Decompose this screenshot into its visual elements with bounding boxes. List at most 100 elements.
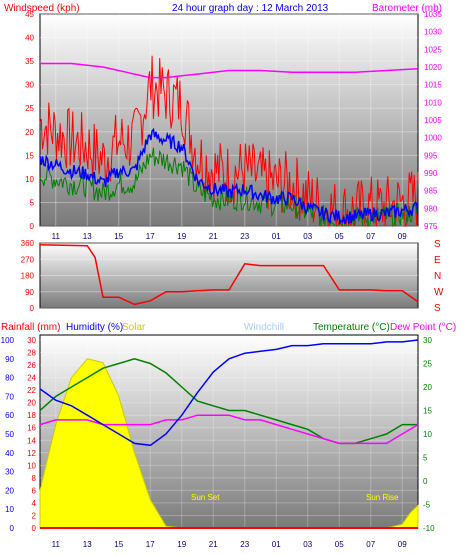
temp-tick-label: 25 bbox=[423, 360, 432, 369]
wind-tick-label: 40 bbox=[25, 34, 34, 43]
time-tick-label: 01 bbox=[272, 540, 281, 549]
humidity-tick-label: 100 bbox=[1, 336, 15, 345]
wind-tick-label: 30 bbox=[25, 81, 34, 90]
temperature-axis-title: Temperature (°C) bbox=[313, 322, 390, 333]
windchill-axis-title: Windchill bbox=[244, 322, 284, 333]
time-tick-label: 21 bbox=[209, 232, 218, 241]
solar-area bbox=[39, 358, 419, 529]
rainfall-axis-title: Rainfall (mm) bbox=[1, 322, 60, 333]
time-tick-label: 07 bbox=[366, 232, 375, 241]
compass-label: N bbox=[434, 271, 441, 282]
time-tick-label: 23 bbox=[240, 232, 249, 241]
solar-axis-title: Solar bbox=[122, 322, 146, 333]
wind-tick-label: 0 bbox=[30, 222, 35, 231]
humidity-tick-label: 20 bbox=[5, 486, 14, 495]
time-tick-label: 09 bbox=[398, 540, 407, 549]
direction-tick-label: 0 bbox=[30, 304, 35, 313]
wind-tick-label: 15 bbox=[25, 151, 34, 160]
rain-tick-label: 2 bbox=[32, 511, 37, 520]
time-tick-label: 07 bbox=[366, 540, 375, 549]
wind-panel-ticks: 0510152025303540459759809859909951000100… bbox=[25, 10, 442, 241]
temp-tick-label: 15 bbox=[423, 407, 432, 416]
baro-tick-label: 1005 bbox=[424, 116, 442, 125]
rain-tick-label: 12 bbox=[27, 449, 36, 458]
wind-min-line bbox=[39, 147, 419, 227]
time-tick-label: 17 bbox=[146, 232, 155, 241]
rain-tick-label: 20 bbox=[27, 399, 36, 408]
time-tick-label: 19 bbox=[177, 232, 186, 241]
rain-tick-label: 18 bbox=[27, 411, 36, 420]
baro-tick-label: 1020 bbox=[424, 63, 442, 72]
climate-panel-marks bbox=[39, 339, 419, 529]
time-tick-label: 13 bbox=[83, 232, 92, 241]
humidity-tick-label: 40 bbox=[5, 449, 14, 458]
rain-tick-label: 28 bbox=[27, 349, 36, 358]
rain-tick-label: 8 bbox=[32, 474, 37, 483]
rain-tick-label: 26 bbox=[27, 361, 36, 370]
baro-tick-label: 1025 bbox=[424, 45, 442, 54]
barometer-axis-title: Barometer (mb) bbox=[372, 3, 442, 14]
humidity-tick-label: 80 bbox=[5, 374, 14, 383]
time-tick-label: 01 bbox=[272, 232, 281, 241]
barometer-line bbox=[40, 62, 419, 79]
time-tick-label: 03 bbox=[303, 540, 312, 549]
temp-tick-label: 0 bbox=[423, 477, 428, 486]
humidity-tick-label: 50 bbox=[5, 430, 14, 439]
wind-tick-label: 25 bbox=[25, 104, 34, 113]
humidity-tick-label: 30 bbox=[5, 468, 14, 477]
direction-tick-label: 180 bbox=[21, 272, 35, 281]
time-tick-label: 05 bbox=[335, 540, 344, 549]
time-tick-label: 15 bbox=[114, 540, 123, 549]
direction-tick-label: 90 bbox=[25, 288, 34, 297]
rain-tick-label: 30 bbox=[27, 336, 36, 345]
time-tick-label: 05 bbox=[335, 232, 344, 241]
baro-tick-label: 1015 bbox=[424, 81, 442, 90]
baro-tick-label: 1030 bbox=[424, 28, 442, 37]
sun-rise-label: Sun Rise bbox=[366, 493, 399, 502]
time-tick-label: 17 bbox=[146, 540, 155, 549]
rain-tick-label: 6 bbox=[32, 486, 37, 495]
humidity-tick-label: 10 bbox=[5, 505, 14, 514]
time-tick-label: 11 bbox=[52, 232, 61, 241]
rain-tick-label: 0 bbox=[32, 524, 37, 533]
time-tick-label: 13 bbox=[83, 540, 92, 549]
baro-tick-label: 1000 bbox=[424, 134, 442, 143]
baro-tick-label: 985 bbox=[424, 187, 438, 196]
time-tick-label: 21 bbox=[209, 540, 218, 549]
direction-panel-marks bbox=[39, 244, 419, 306]
humidity-line bbox=[39, 339, 419, 447]
temp-tick-label: 30 bbox=[423, 336, 432, 345]
humidity-tick-label: 70 bbox=[5, 392, 14, 401]
temp-tick-label: 5 bbox=[423, 454, 428, 463]
time-tick-label: 19 bbox=[177, 540, 186, 549]
wind-tick-label: 20 bbox=[25, 128, 34, 137]
wind-tick-label: 45 bbox=[25, 10, 34, 19]
windspeed-axis-title: Windspeed (kph) bbox=[4, 3, 80, 14]
dewpoint-axis-title: Dew Point (°C) bbox=[390, 322, 456, 333]
rain-tick-label: 10 bbox=[27, 461, 36, 470]
baro-tick-label: 1010 bbox=[424, 98, 442, 107]
wind-gust-line bbox=[39, 55, 419, 228]
baro-tick-label: 980 bbox=[424, 204, 438, 213]
wind-tick-label: 5 bbox=[30, 198, 35, 207]
compass-label: S bbox=[434, 303, 441, 314]
graph-title: 24 hour graph day : 12 March 2013 bbox=[172, 3, 329, 14]
wind-tick-label: 35 bbox=[25, 57, 34, 66]
direction-tick-label: 270 bbox=[21, 255, 35, 264]
wind-tick-label: 10 bbox=[25, 175, 34, 184]
rain-tick-label: 16 bbox=[27, 424, 36, 433]
time-tick-label: 15 bbox=[114, 232, 123, 241]
rain-tick-label: 14 bbox=[27, 436, 36, 445]
baro-tick-label: 990 bbox=[424, 169, 438, 178]
sun-set-label: Sun Set bbox=[191, 493, 220, 502]
wind-panel-marks bbox=[39, 55, 419, 228]
time-tick-label: 03 bbox=[303, 232, 312, 241]
rain-tick-label: 22 bbox=[27, 386, 36, 395]
time-tick-label: 11 bbox=[52, 540, 61, 549]
temp-tick-label: 10 bbox=[423, 430, 432, 439]
baro-tick-label: 1035 bbox=[424, 10, 442, 19]
baro-tick-label: 995 bbox=[424, 151, 438, 160]
